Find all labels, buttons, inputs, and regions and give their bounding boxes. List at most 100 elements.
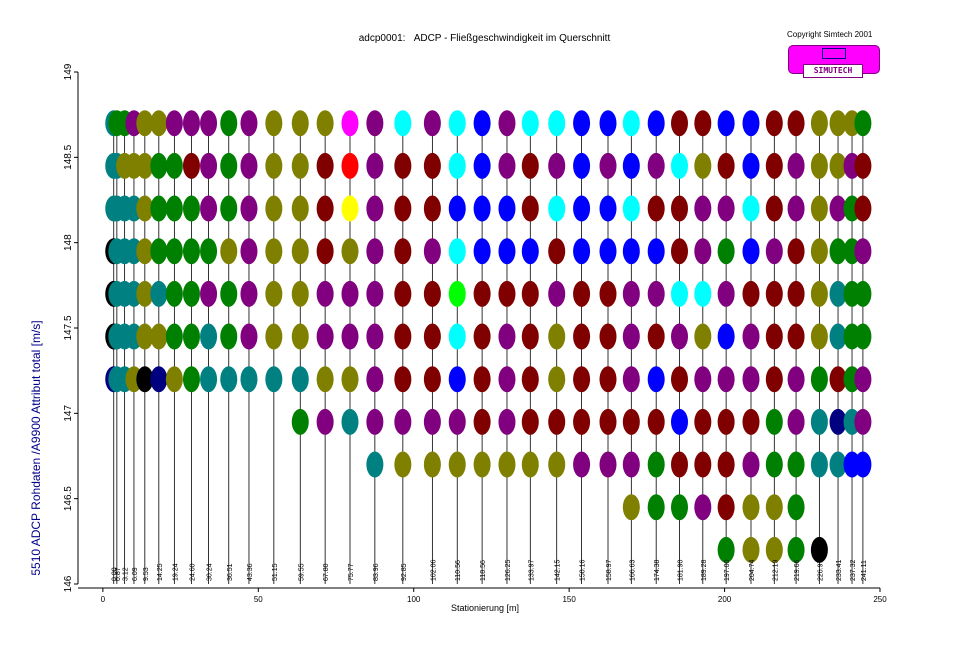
velocity-point: [341, 195, 359, 222]
velocity-point: [423, 451, 441, 478]
velocity-point: [647, 280, 665, 307]
velocity-point: [717, 536, 735, 563]
velocity-point: [742, 195, 760, 222]
station-label: 189.28: [701, 559, 708, 581]
velocity-point: [599, 408, 617, 435]
station-label: 0.00: [112, 567, 119, 581]
velocity-point: [810, 408, 828, 435]
velocity-point: [573, 451, 591, 478]
velocity-point: [366, 323, 384, 350]
velocity-point: [394, 366, 412, 393]
velocity-point: [765, 408, 783, 435]
velocity-point: [165, 323, 183, 350]
velocity-point: [599, 280, 617, 307]
velocity-point: [291, 195, 309, 222]
velocity-point: [291, 110, 309, 137]
velocity-point: [521, 323, 539, 350]
velocity-point: [694, 408, 712, 435]
velocity-point: [473, 110, 491, 137]
velocity-point: [671, 408, 688, 435]
logo-icon: [822, 48, 846, 59]
velocity-point: [240, 152, 258, 179]
velocity-point: [136, 110, 154, 137]
velocity-point: [622, 110, 640, 137]
velocity-point: [291, 280, 309, 307]
velocity-point: [671, 280, 688, 307]
chart-title: adcp0001: ADCP - Fließgeschwindigkeit im…: [0, 33, 965, 44]
logo-text: SIMUTECH: [803, 64, 863, 78]
velocity-point: [622, 238, 640, 265]
velocity-point: [647, 323, 665, 350]
velocity-point: [240, 238, 258, 265]
velocity-point: [394, 195, 412, 222]
velocity-point: [521, 280, 539, 307]
velocity-point: [573, 110, 591, 137]
station-label: 102.06: [430, 559, 437, 581]
velocity-point: [394, 280, 412, 307]
velocity-point: [473, 408, 491, 435]
velocity-point: [787, 536, 805, 563]
velocity-point: [521, 195, 539, 222]
velocity-point: [341, 110, 359, 137]
velocity-point: [765, 280, 783, 307]
velocity-point: [599, 195, 617, 222]
velocity-point: [341, 280, 359, 307]
velocity-point: [394, 152, 412, 179]
velocity-point: [240, 366, 258, 393]
x-tick-label: 250: [873, 595, 887, 604]
velocity-point: [316, 366, 334, 393]
velocity-point: [810, 110, 828, 137]
station-label: 233.41: [836, 559, 843, 581]
velocity-point: [854, 408, 872, 435]
velocity-point: [671, 152, 688, 179]
velocity-point: [854, 323, 872, 350]
station-label: 59.55: [298, 563, 305, 581]
velocity-point: [473, 238, 491, 265]
velocity-point: [366, 238, 384, 265]
velocity-point: [599, 238, 617, 265]
station-label: 237.32: [850, 559, 857, 581]
velocity-point: [599, 152, 617, 179]
velocity-point: [341, 238, 359, 265]
velocity-point: [521, 152, 539, 179]
velocity-point: [316, 152, 334, 179]
velocity-point: [366, 451, 384, 478]
velocity-point: [423, 408, 441, 435]
velocity-point: [521, 110, 539, 137]
velocity-point: [694, 238, 712, 265]
velocity-point: [265, 280, 283, 307]
station-label: 3.12: [123, 567, 130, 581]
velocity-point: [810, 238, 828, 265]
velocity-point: [521, 238, 539, 265]
velocity-point: [548, 408, 566, 435]
velocity-point: [394, 110, 412, 137]
velocity-point: [200, 238, 218, 265]
y-axis-label: 5510 ADCP Rohdaten /A9900 Attribut total…: [29, 320, 43, 575]
velocity-point: [787, 366, 805, 393]
velocity-point: [182, 195, 200, 222]
velocity-point: [423, 195, 441, 222]
velocity-point: [136, 195, 154, 222]
velocity-point: [341, 152, 359, 179]
velocity-point: [829, 366, 847, 393]
station-label: 197.00: [724, 559, 731, 581]
velocity-point: [521, 408, 539, 435]
velocity-point: [647, 195, 665, 222]
velocity-point: [694, 280, 712, 307]
y-tick-label: 148.5: [63, 144, 74, 169]
station-label: 212.19: [772, 559, 779, 581]
velocity-point: [787, 152, 805, 179]
velocity-point: [810, 536, 828, 563]
velocity-point: [265, 323, 283, 350]
velocity-point: [829, 280, 847, 307]
velocity-point: [854, 195, 872, 222]
copyright-text: Copyright Simtech 2001: [787, 30, 873, 39]
velocity-point: [854, 110, 872, 137]
velocity-point: [599, 451, 617, 478]
station-label: 142.15: [555, 559, 562, 581]
velocity-point: [182, 152, 200, 179]
velocity-point: [473, 323, 491, 350]
velocity-point: [182, 280, 200, 307]
velocity-point: [473, 195, 491, 222]
velocity-point: [829, 408, 847, 435]
